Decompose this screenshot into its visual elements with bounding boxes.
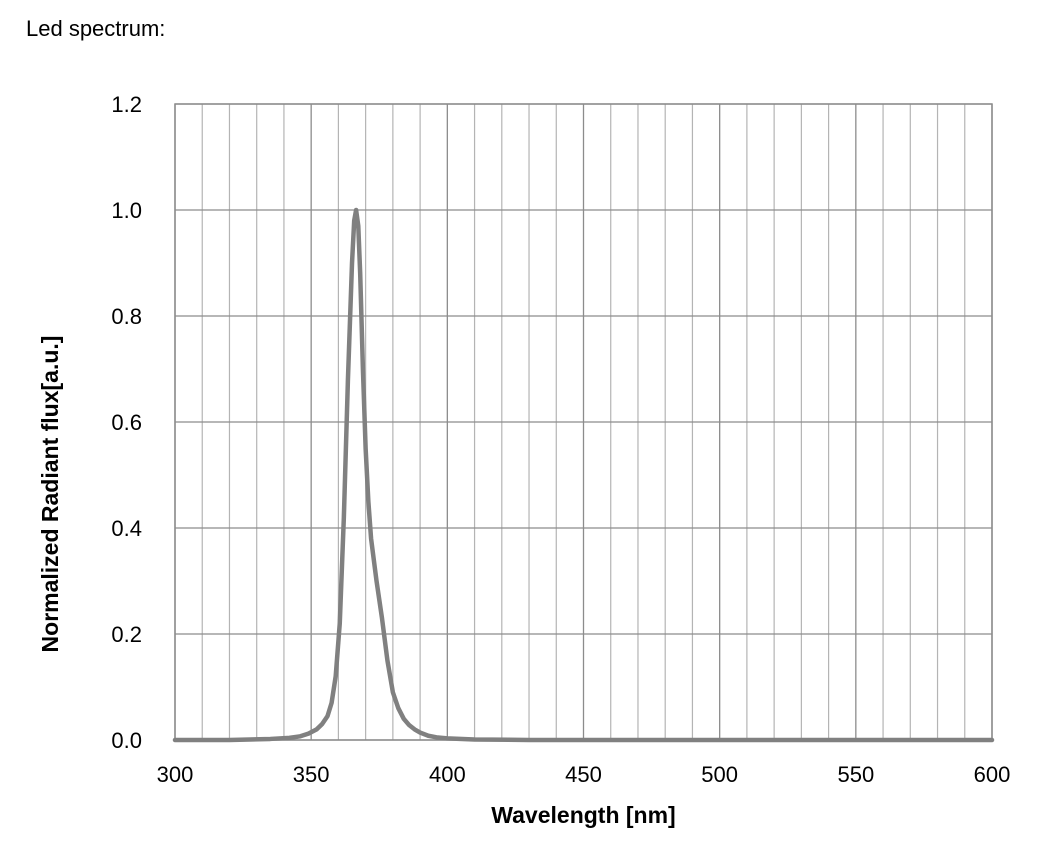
x-axis-label: Wavelength [nm] (491, 802, 675, 828)
y-axis-label: Normalized Radiant flux[a.u.] (37, 336, 63, 653)
y-tick-label: 0.8 (111, 304, 142, 329)
x-tick-label: 300 (157, 762, 194, 787)
x-tick-label: 450 (565, 762, 602, 787)
x-tick-label: 550 (837, 762, 874, 787)
y-tick-label: 0.0 (111, 728, 142, 753)
y-tick-label: 0.6 (111, 410, 142, 435)
x-tick-label: 500 (701, 762, 738, 787)
x-tick-label: 350 (293, 762, 330, 787)
chart-caption: Led spectrum: (26, 16, 166, 41)
y-tick-label: 0.2 (111, 622, 142, 647)
series-layer (172, 207, 995, 743)
x-tick-label: 400 (429, 762, 466, 787)
x-tick-labels: 300 350 400 450 500 550 600 (157, 762, 1011, 787)
y-tick-label: 1.0 (111, 198, 142, 223)
y-tick-labels: 0.0 0.2 0.4 0.6 0.8 1.0 1.2 (111, 92, 142, 753)
spectrum-series-line (172, 207, 995, 743)
y-tick-label: 0.4 (111, 516, 142, 541)
y-tick-label: 1.2 (111, 92, 142, 117)
major-gridlines (174, 103, 993, 741)
x-tick-label: 600 (974, 762, 1011, 787)
